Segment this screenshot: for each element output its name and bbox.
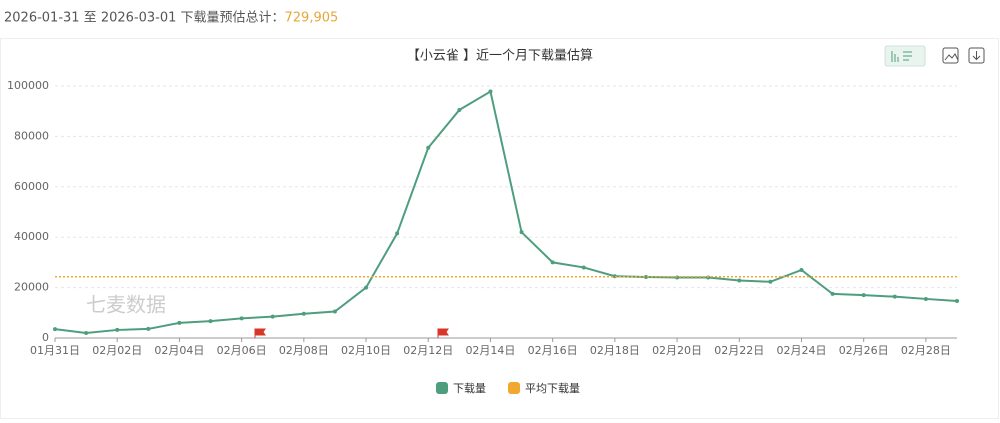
toolbar[interactable] [884, 45, 985, 67]
legend-label: 平均下载量 [525, 382, 580, 395]
point [177, 320, 182, 325]
x-tick-label: 02月14日 [465, 344, 515, 357]
y-tick-label: 60000 [14, 180, 49, 193]
point [861, 293, 866, 298]
y-tick-label: 80000 [14, 129, 49, 142]
point [115, 327, 120, 332]
x-tick-label: 02月08日 [279, 344, 329, 357]
point [53, 327, 57, 332]
x-tick-label: 02月04日 [154, 344, 204, 357]
header-text: 2026-01-31 至 2026-03-01 下载量预估总计： [4, 11, 285, 26]
download-icon-arrow [972, 51, 981, 61]
legend-swatch [508, 382, 520, 394]
x-tick-label: 02月26日 [839, 344, 889, 357]
point [426, 145, 431, 150]
chart-type-icon[interactable] [891, 51, 912, 62]
point [208, 319, 213, 324]
legend-swatch [436, 382, 448, 394]
x-tick-label: 02月02日 [92, 344, 142, 357]
point [332, 309, 337, 314]
x-tick-label: 02月24日 [776, 344, 826, 357]
point [84, 330, 89, 335]
point [239, 316, 244, 321]
card [0, 38, 999, 419]
point [488, 89, 493, 94]
point [799, 267, 804, 272]
point [270, 314, 275, 319]
download-icon[interactable] [968, 47, 985, 64]
flag-icon [437, 328, 449, 338]
point [395, 231, 400, 236]
chart-title: 【小云雀 】近一个月下载量估算 [407, 49, 593, 64]
point [457, 107, 462, 112]
point [146, 326, 151, 331]
point [519, 230, 524, 235]
x-tick-label: 02月10日 [341, 344, 391, 357]
flag-icon [254, 328, 266, 338]
point [892, 294, 897, 299]
y-tick-label: 40000 [14, 230, 49, 243]
x-tick-label: 02月22日 [714, 344, 764, 357]
point [550, 260, 555, 265]
x-tick-label: 02月16日 [528, 344, 578, 357]
watermark: 七麦数据 [86, 293, 166, 317]
y-tick-label: 100000 [7, 79, 49, 92]
y-tick-label: 20000 [14, 281, 49, 294]
point [923, 296, 928, 301]
point [581, 265, 586, 270]
point [364, 285, 369, 290]
x-tick-label: 02月20日 [652, 344, 702, 357]
x-tick-label: 01月31日 [30, 344, 80, 357]
point [955, 298, 959, 303]
point [301, 311, 306, 316]
point [737, 278, 742, 283]
x-tick-label: 02月12日 [403, 344, 453, 357]
x-tick-label: 02月18日 [590, 344, 640, 357]
x-tick-label: 02月06日 [217, 344, 267, 357]
point [830, 291, 835, 296]
header-total: 729,905 [285, 11, 339, 26]
y-tick-label: 0 [42, 331, 49, 344]
image-icon[interactable] [942, 47, 959, 64]
point [768, 279, 773, 284]
line [54, 89, 958, 334]
x-tick-label: 02月28日 [901, 344, 951, 357]
legend-label: 下载量 [453, 382, 486, 395]
image-icon-line [944, 53, 959, 61]
